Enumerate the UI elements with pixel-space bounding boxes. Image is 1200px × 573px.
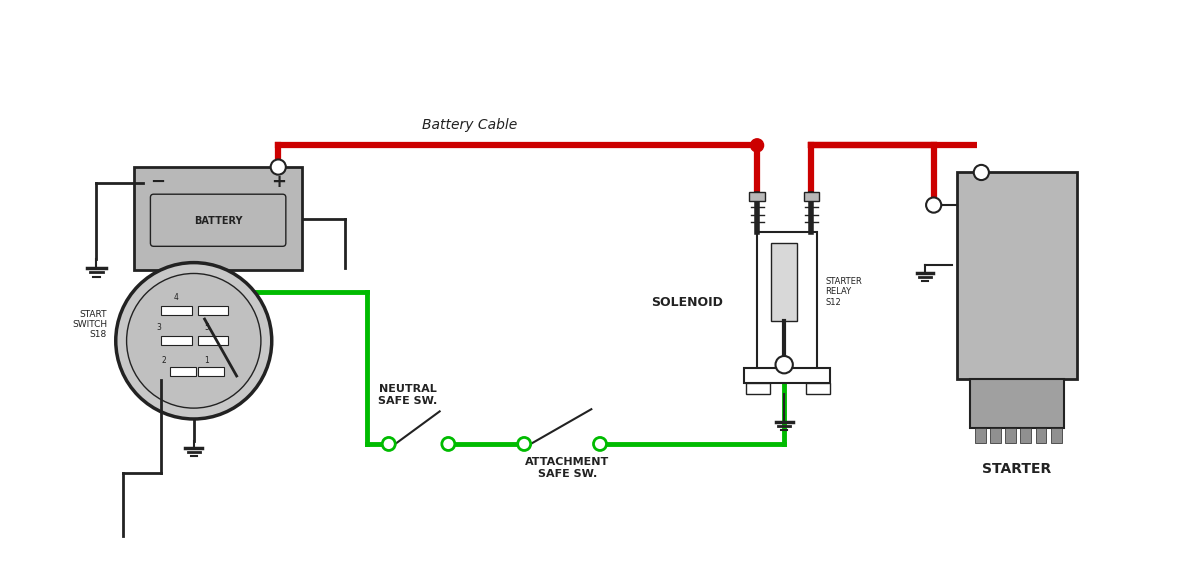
Bar [198, 306, 228, 315]
Bar [1051, 427, 1062, 443]
Bar [750, 192, 764, 201]
Bar [1006, 427, 1016, 443]
Circle shape [126, 273, 260, 408]
Bar [170, 367, 196, 375]
Text: 4: 4 [174, 293, 179, 302]
Bar [198, 336, 228, 345]
Text: STARTER
RELAY
S12: STARTER RELAY S12 [826, 277, 862, 307]
Text: BATTERY: BATTERY [194, 217, 242, 226]
Bar [744, 368, 829, 383]
Circle shape [271, 159, 286, 175]
Bar [1020, 427, 1031, 443]
Circle shape [775, 356, 793, 374]
Text: NEUTRAL
SAFE SW.: NEUTRAL SAFE SW. [378, 384, 437, 406]
Bar [772, 243, 797, 321]
Bar [198, 367, 224, 375]
Text: +: + [271, 173, 286, 191]
Bar [804, 192, 818, 201]
Bar [974, 427, 985, 443]
Text: 3: 3 [157, 323, 162, 332]
Bar [757, 232, 817, 374]
Circle shape [517, 437, 530, 450]
Text: START
SWITCH
S18: START SWITCH S18 [72, 309, 107, 339]
Circle shape [973, 165, 989, 180]
FancyBboxPatch shape [150, 194, 286, 246]
Text: −: − [150, 173, 166, 191]
Circle shape [750, 139, 763, 152]
Circle shape [594, 437, 606, 450]
Text: 5: 5 [204, 323, 209, 332]
Bar [746, 383, 770, 394]
Text: 2: 2 [161, 356, 166, 365]
Bar [161, 336, 192, 345]
Text: Battery Cable: Battery Cable [422, 118, 517, 132]
Text: ATTACHMENT
SAFE SW.: ATTACHMENT SAFE SW. [526, 457, 610, 478]
Circle shape [115, 262, 271, 419]
Text: SOLENOID: SOLENOID [650, 296, 722, 309]
Circle shape [383, 437, 395, 450]
Bar [134, 167, 302, 270]
Text: 1: 1 [204, 356, 209, 365]
Bar [1036, 427, 1046, 443]
Circle shape [926, 198, 941, 213]
Circle shape [442, 437, 455, 450]
Text: STARTER: STARTER [983, 462, 1051, 476]
Bar [958, 172, 1076, 379]
Bar [806, 383, 829, 394]
Bar [971, 379, 1063, 427]
Bar [990, 427, 1001, 443]
Bar [161, 306, 192, 315]
